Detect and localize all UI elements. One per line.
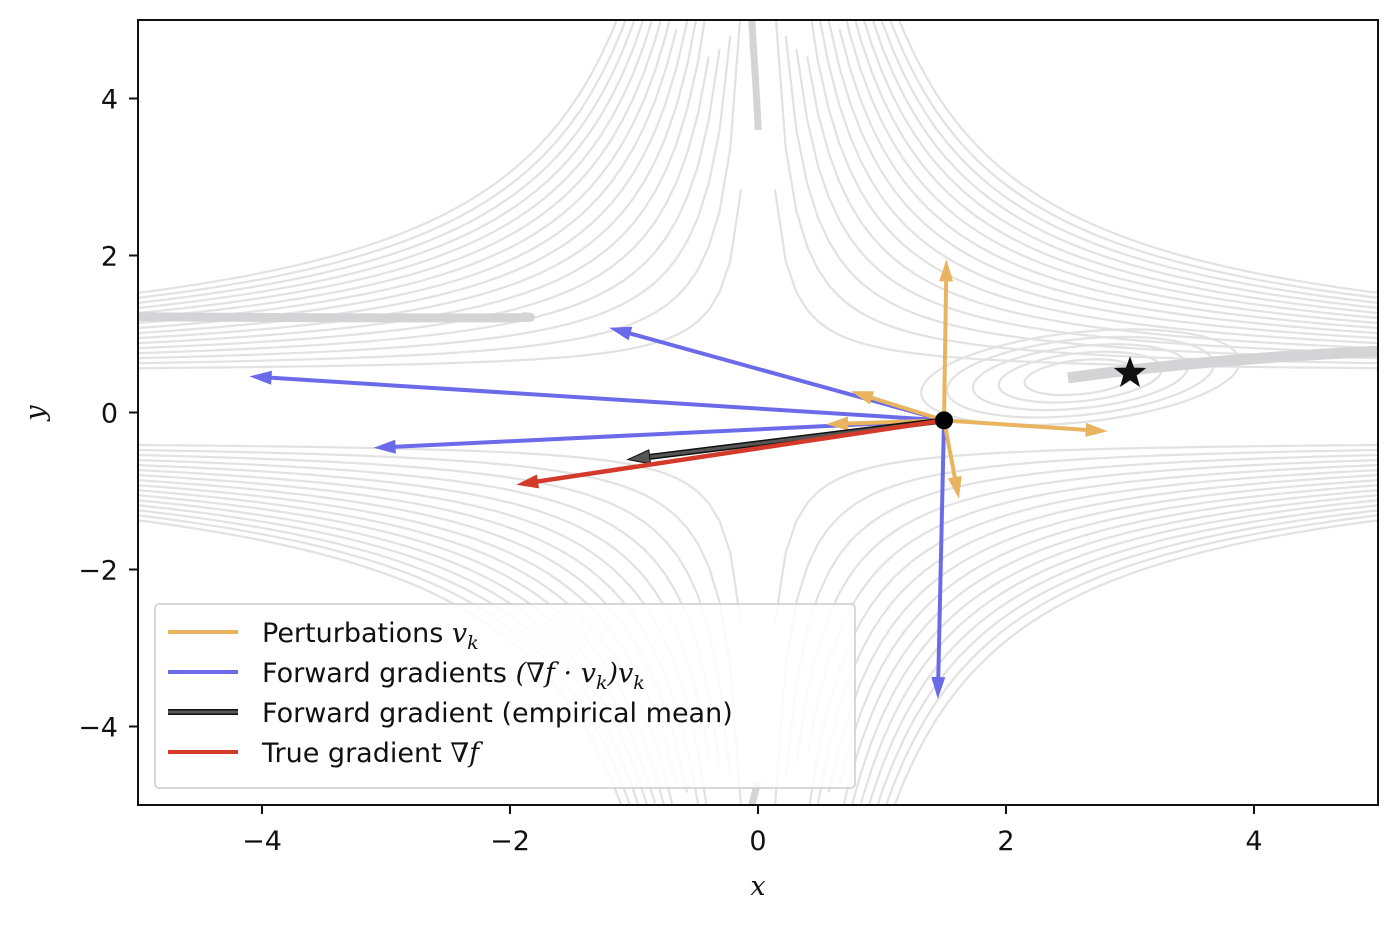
contour-line (138, 474, 700, 805)
x-tick-label: 4 (1245, 826, 1262, 857)
contour-line (138, 463, 710, 757)
y-tick-label: −4 (78, 713, 118, 744)
forward-gradient-arrow (373, 418, 946, 454)
forward-gradient-arrow (931, 418, 946, 699)
legend-entry-perturbations: Perturbations vk (262, 618, 479, 654)
contour-valley-right (1067, 345, 1378, 384)
contour-line (138, 20, 689, 335)
contour-line (138, 20, 654, 315)
contour-valley-left (138, 312, 535, 323)
point-markers (935, 356, 1147, 430)
contour-line (859, 499, 1378, 804)
y-axis-label: y (20, 405, 51, 422)
perturbation-arrow (851, 391, 946, 423)
contour-line (810, 20, 1378, 345)
contour-line (138, 448, 743, 805)
true-gradient-arrow (516, 418, 947, 489)
contour-line (795, 458, 1378, 765)
contour-line (138, 20, 698, 340)
legend-entry-true-gradient: True gradient ∇f (261, 738, 483, 769)
x-tick-label: −4 (242, 826, 282, 857)
contour-valley-top (748, 20, 762, 130)
contour-line (784, 453, 1378, 778)
contour-lines (138, 20, 1378, 805)
contour-line (138, 20, 645, 310)
contour-line (850, 494, 1378, 805)
contour-line (138, 35, 732, 360)
contour-line (838, 484, 1378, 785)
gradient-arrows (249, 259, 1108, 699)
contour-line (774, 20, 1378, 365)
contour-line (138, 20, 742, 365)
contour-line (773, 448, 1378, 805)
legend-entry-empirical-mean: Forward gradient (empirical mean) (262, 698, 733, 729)
y-tick-label: 2 (101, 242, 118, 273)
contour-line (818, 20, 1378, 340)
y-tick-label: 0 (101, 399, 118, 430)
contour-line (138, 20, 618, 294)
contour-line (842, 489, 1378, 805)
contour-line (862, 20, 1378, 315)
legend: Perturbations vk Forward gradients (∇f ·… (154, 603, 856, 789)
contour-line (138, 28, 678, 330)
y-axis-ticks: −4 −2 0 2 4 (78, 85, 138, 744)
contour-line (845, 20, 1378, 325)
contour-line (827, 479, 1378, 793)
contour-line (138, 458, 721, 765)
forward-gradient-arrow (249, 370, 946, 423)
contour-line (138, 484, 678, 785)
contour-line (889, 20, 1378, 299)
contour-line (806, 463, 1378, 757)
contour-line (854, 20, 1378, 320)
contour-line (773, 189, 1378, 370)
contour-line (138, 48, 721, 355)
contour-line (138, 189, 743, 370)
contour-line (885, 514, 1378, 805)
perturbation-arrow (939, 259, 954, 423)
contour-line (880, 20, 1378, 305)
legend-entry-forward-gradients: Forward gradients (∇f · vk)vk (262, 658, 645, 694)
optimum-star-marker (1113, 356, 1147, 387)
x-tick-label: 2 (997, 826, 1014, 857)
contour-line (898, 20, 1378, 294)
contour-line (138, 20, 671, 325)
contour-line (893, 519, 1378, 805)
contour-line (138, 453, 732, 778)
x-axis-label: x (750, 871, 765, 902)
contour-line (138, 469, 708, 805)
legend-box (154, 603, 856, 789)
contour-line (871, 20, 1378, 310)
contour-line (138, 20, 662, 320)
perturbation-arrow (942, 418, 1108, 437)
contour-line (138, 20, 636, 305)
contour-line (816, 474, 1378, 805)
contour-line (838, 28, 1378, 330)
x-tick-label: 0 (749, 826, 766, 857)
contour-line (138, 479, 689, 793)
contour-line (138, 56, 710, 350)
contour-line (876, 509, 1378, 805)
contour-line (808, 469, 1378, 805)
y-tick-label: −2 (78, 556, 118, 587)
contour-line (138, 20, 627, 299)
x-axis-ticks: −4 −2 0 2 4 (242, 805, 1263, 857)
contour-line (773, 443, 1378, 624)
current-point-marker (935, 411, 953, 430)
x-tick-label: −2 (490, 826, 530, 857)
contour-line (867, 504, 1378, 805)
y-tick-label: 4 (101, 85, 118, 116)
contour-line (827, 20, 1378, 335)
